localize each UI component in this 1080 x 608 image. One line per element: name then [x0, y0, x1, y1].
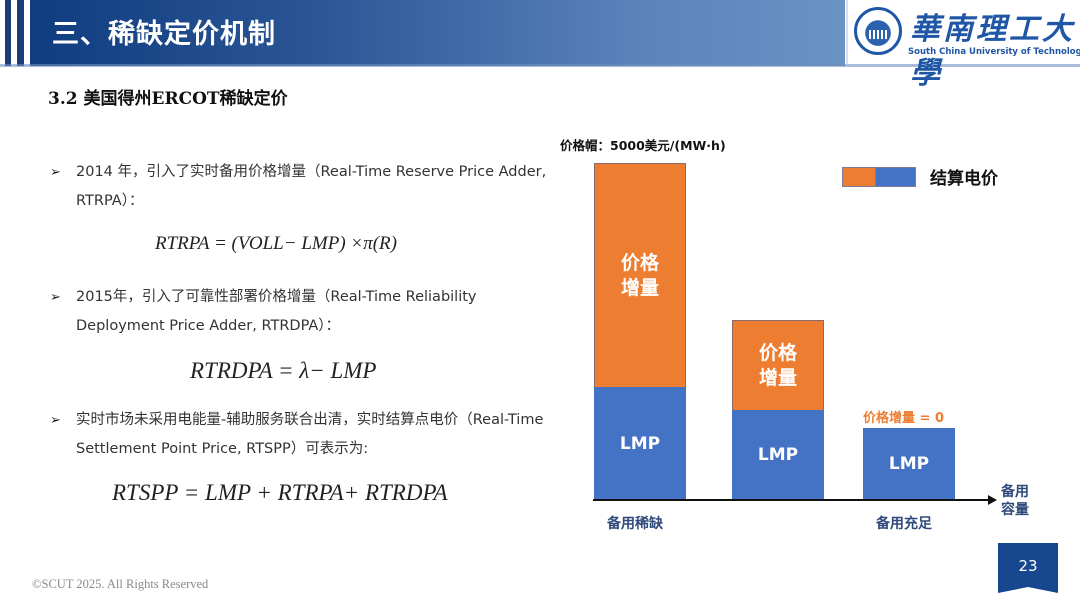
bar-middle: 价格增量 LMP: [732, 320, 824, 500]
segment-label: LMP: [888, 454, 930, 474]
legend-label: 结算电价: [930, 169, 998, 189]
bullet-rtrpa: ➢ 2014 年，引入了实时备用价格增量（Real-Time Reserve P…: [50, 158, 550, 216]
bar-segment-adder: 价格增量: [732, 320, 824, 410]
header-stripe: [5, 0, 11, 66]
bullet-arrow-icon: ➢: [50, 413, 61, 428]
x-axis-label: 备用容量: [1001, 484, 1029, 518]
formula-rtrpa: RTRPA = (VOLL− LMP) ×π(R): [155, 233, 397, 254]
segment-label: LMP: [619, 433, 661, 454]
bar-segment-lmp: LMP: [594, 387, 686, 500]
chart-legend: 结算电价: [842, 164, 998, 189]
logo-chinese-name: 華南理工大學: [910, 12, 1075, 91]
formula-rtspp: RTSPP = LMP + RTRPA+ RTRDPA: [112, 480, 448, 505]
bullet-arrow-icon: ➢: [50, 165, 61, 180]
bar-ample: LMP: [863, 428, 955, 500]
axis-arrow-icon: [988, 495, 997, 505]
header-band: [30, 0, 845, 66]
legend-swatch-orange: [843, 167, 876, 186]
university-logo: 華南理工大學 South China University of Technol…: [846, 0, 1080, 91]
legend-swatch: [842, 166, 916, 187]
section-title: 3.2 美国得州ERCOT稀缺定价: [48, 89, 288, 109]
logo-english-name: South China University of Technology: [908, 47, 1080, 57]
category-label-scarce: 备用稀缺: [607, 516, 663, 532]
bullet-rtrdpa: ➢ 2015年，引入了可靠性部署价格增量（Real-Time Reliabili…: [50, 283, 550, 341]
zero-adder-note: 价格增量 = 0: [863, 411, 944, 426]
bullet-text: 2015年，引入了可靠性部署价格增量（Real-Time Reliability…: [76, 289, 477, 334]
legend-swatch-blue: [876, 167, 915, 186]
bar-segment-adder: 价格增量: [594, 163, 686, 387]
copyright-notice: ©SCUT 2025. All Rights Reserved: [32, 577, 209, 591]
bullet-arrow-icon: ➢: [50, 290, 61, 305]
bullet-text: 实时市场未采用电能量-辅助服务联合出清，实时结算点电价（Real-Time Se…: [76, 412, 544, 457]
slide-header: 三、稀缺定价机制 華南理工大學 South China University o…: [0, 0, 1080, 91]
bar-segment-lmp: LMP: [732, 410, 824, 500]
price-cap-label: 价格帽：5000美元/(MW·h): [560, 138, 726, 153]
segment-label: 价格增量: [758, 341, 797, 389]
bullet-rtspp: ➢ 实时市场未采用电能量-辅助服务联合出清，实时结算点电价（Real-Time …: [50, 406, 550, 464]
formula-rtrdpa: RTRDPA = λ− LMP: [190, 358, 377, 383]
slide-title: 三、稀缺定价机制: [52, 19, 276, 50]
category-label-ample: 备用充足: [876, 516, 932, 532]
segment-label: 价格增量: [620, 251, 659, 299]
page-number: 23: [1018, 557, 1038, 575]
bar-scarce: 价格增量 LMP: [594, 163, 686, 500]
x-axis-line: [593, 499, 990, 501]
bar-segment-lmp: LMP: [863, 428, 955, 500]
bullet-text: 2014 年，引入了实时备用价格增量（Real-Time Reserve Pri…: [76, 164, 547, 209]
header-stripe: [17, 0, 24, 66]
header-divider: [0, 64, 1080, 67]
university-seal-icon: [854, 7, 902, 55]
scarcity-pricing-chart: 价格帽：5000美元/(MW·h) 结算电价 价格增量 LMP 价格增量 LMP…: [540, 120, 1080, 540]
page-number-badge: 23: [998, 543, 1058, 593]
segment-label: LMP: [757, 445, 799, 465]
